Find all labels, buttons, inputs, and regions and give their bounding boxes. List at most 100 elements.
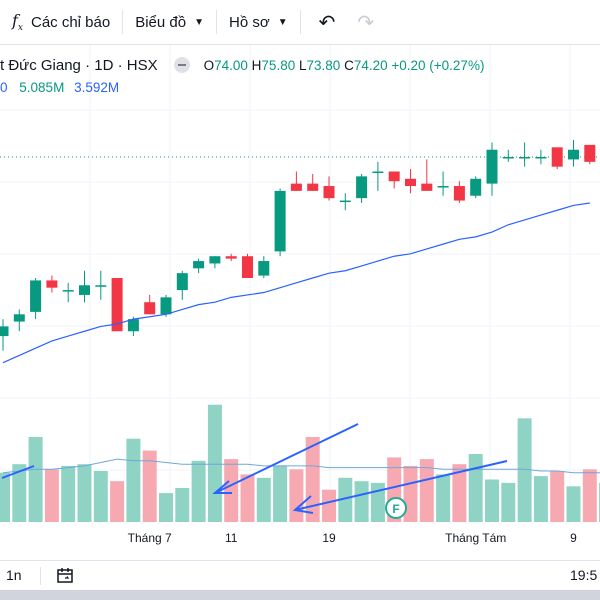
- arrow-drawing-1: [1, 465, 35, 479]
- volume-bar: [436, 474, 451, 522]
- candle-body: [209, 256, 221, 264]
- volume-bar: [550, 471, 565, 522]
- time-axis-label: 19: [322, 531, 336, 545]
- volume-bar: [419, 459, 434, 522]
- event-marker-label: F: [392, 502, 399, 516]
- volume-bar: [44, 469, 59, 522]
- candle-body: [193, 261, 205, 269]
- redo-button[interactable]: ↷: [349, 6, 382, 38]
- collapse-legend-icon[interactable]: [173, 57, 190, 73]
- time-axis-label: 11: [225, 531, 238, 545]
- candle-body: [502, 157, 514, 159]
- candle-body: [535, 157, 547, 159]
- moving-average-line: [2, 202, 590, 364]
- time-axis-label: 9: [570, 531, 577, 545]
- profile-button[interactable]: Hồ sơ ▼: [221, 6, 296, 38]
- chart-type-button[interactable]: Biểu đồ ▼: [127, 6, 212, 38]
- volume-bar: [240, 474, 255, 522]
- volume-bar: [191, 460, 206, 522]
- candle-body: [258, 261, 270, 276]
- chevron-down-icon: ▼: [277, 16, 288, 28]
- clock-readout: 19:5: [570, 567, 598, 583]
- range-1d-button[interactable]: 1n: [6, 567, 22, 583]
- chevron-down-icon: ▼: [194, 16, 204, 28]
- window-bottom-edge: [0, 590, 600, 600]
- volume-bar: [126, 438, 141, 522]
- candle-body: [62, 290, 74, 292]
- volume-bar: [582, 469, 597, 522]
- volume-bar: [517, 418, 532, 522]
- candle-body: [307, 183, 319, 191]
- volume-bar: [403, 465, 418, 522]
- volume-bar: [77, 464, 92, 522]
- toolbar-divider: [122, 10, 124, 34]
- event-marker[interactable]: F: [385, 497, 407, 519]
- candle-body: [160, 297, 172, 315]
- drawn-arrows: [1, 423, 508, 514]
- volume-legend-prefix: 0: [0, 80, 8, 95]
- volume-bar: [93, 471, 108, 522]
- candle-body: [470, 178, 482, 196]
- undo-button[interactable]: ↶: [311, 6, 344, 38]
- time-axis-label: Tháng Tám: [445, 531, 506, 545]
- volume-bar: [289, 469, 304, 522]
- grid-lines: [0, 44, 600, 522]
- volume-bar: [485, 479, 499, 522]
- bottom-toolbar: 1n 19:5: [0, 560, 600, 591]
- toolbar-divider: [216, 10, 217, 34]
- volume-ma-value: 3.592M: [74, 80, 120, 95]
- volume-bar: [354, 481, 369, 522]
- candle-body: [486, 149, 498, 184]
- candle-body: [79, 285, 90, 295]
- volume-bar: [322, 489, 336, 522]
- time-axis-label: Tháng 7: [128, 531, 172, 545]
- candle-body: [46, 280, 58, 288]
- symbol-title[interactable]: t Đức Giang · 1D · HSX: [0, 56, 158, 74]
- volume-bar: [207, 404, 222, 522]
- volume-bar: [501, 482, 516, 522]
- calendar-goto-icon[interactable]: [56, 567, 76, 585]
- candle-body: [356, 176, 368, 199]
- chart-type-label: Biểu đồ: [135, 13, 187, 31]
- profile-label: Hồ sơ: [229, 13, 270, 31]
- candle-body: [372, 171, 384, 174]
- volume-bar: [370, 482, 385, 522]
- volume-ma-line: [2, 458, 600, 474]
- indicators-button[interactable]: fx Các chỉ báo: [4, 6, 118, 38]
- candle-body: [421, 183, 433, 191]
- volume-bar: [256, 477, 271, 522]
- candle-body: [242, 256, 253, 278]
- candle-body: [405, 178, 416, 187]
- price-candles: [0, 140, 596, 351]
- candle-body: [453, 186, 465, 201]
- chart-pane[interactable]: F Tháng 7 11 19 Tháng Tám 9: [0, 0, 600, 560]
- price-change: +0.20 (+0.27%): [391, 57, 485, 73]
- candle-body: [568, 149, 579, 160]
- candle-body: [323, 186, 335, 199]
- volume-bar: [273, 465, 288, 522]
- toolbar-divider: [299, 10, 301, 34]
- top-toolbar: fx Các chỉ báo Biểu đồ ▼ Hồ sơ ▼ ↶ ↷: [0, 0, 600, 45]
- candle-body: [111, 278, 123, 332]
- volume-bar: [0, 472, 10, 522]
- ohlc-values: O74.00 H75.80 L73.80 C74.20 +0.20 (+0.27…: [203, 57, 485, 73]
- candle-body: [13, 314, 25, 322]
- candle-body: [584, 144, 596, 162]
- candle-body: [144, 302, 156, 315]
- candle-body: [95, 285, 107, 287]
- time-axis: Tháng 7 11 19 Tháng Tám 9: [128, 531, 577, 545]
- volume-bar: [468, 454, 483, 522]
- volume-bar: [142, 450, 157, 522]
- candle-body: [127, 319, 139, 332]
- candle-body: [290, 183, 302, 191]
- volume-bar: [12, 464, 27, 522]
- volume-bar: [452, 464, 467, 522]
- bottom-divider: [40, 567, 41, 585]
- candle-body: [0, 326, 9, 337]
- volume-bar: [175, 488, 190, 522]
- candle-body: [388, 171, 400, 182]
- function-icon: fx: [12, 10, 23, 34]
- volume-bar: [305, 437, 320, 522]
- arrow-drawing-3: [292, 460, 508, 514]
- symbol-legend: t Đức Giang · 1D · HSX O74.00 H75.80 L73…: [0, 54, 484, 76]
